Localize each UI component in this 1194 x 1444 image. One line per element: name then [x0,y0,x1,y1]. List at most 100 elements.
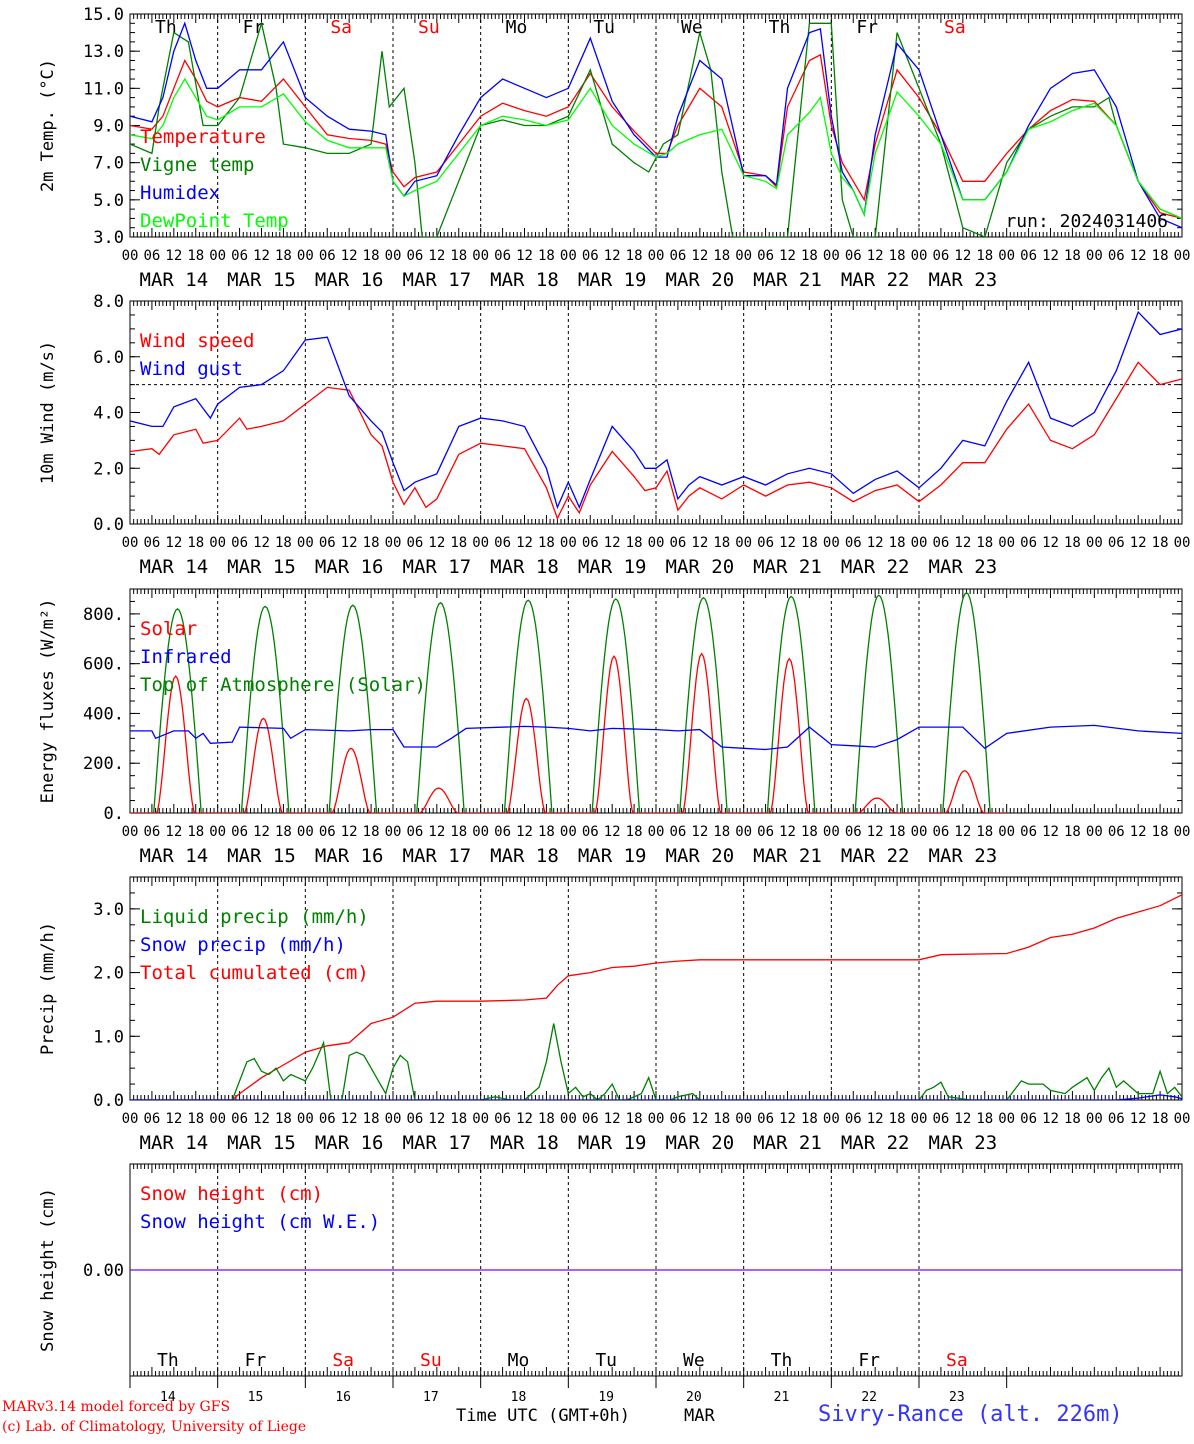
x-hour-label: 00 [122,824,139,840]
x-hour-label: 06 [231,1111,248,1127]
solar-day [568,654,656,813]
x-hour-label: 00 [297,248,314,264]
x-hour-label: 00 [735,248,752,264]
legend-entry: Temperature [140,126,266,148]
x-hour-label: 18 [713,824,730,840]
day-number-label: 15 [248,1390,264,1405]
x-hour-label: 06 [406,824,423,840]
x-hour-label: 00 [648,1111,665,1127]
x-hour-label: 12 [604,1111,621,1127]
day-number-label: 20 [686,1390,702,1405]
x-hour-label: 12 [604,248,621,264]
x-hour-label: 06 [669,248,686,264]
weekday-label: Sa [330,17,352,38]
day-number-label: 17 [423,1390,439,1405]
y-tick-label: 9.0 [93,117,124,137]
x-hour-label: 18 [450,1111,467,1127]
y-tick-label: 800. [83,605,124,625]
x-hour-label: 06 [669,535,686,551]
credit-line-1: MARv3.14 model forced by GFS [2,1399,231,1415]
y-axis-label: Snow height (cm) [38,1188,58,1352]
series-humidex [130,21,1182,229]
x-hour-label: 06 [932,248,949,264]
x-hour-label: 12 [691,535,708,551]
x-date-label: MAR 23 [929,845,998,867]
x-hour-label: 00 [560,1111,577,1127]
x-hour-label: 00 [648,535,665,551]
x-hour-label: 18 [187,824,204,840]
x-hour-label: 18 [275,1111,292,1127]
x-hour-label: 00 [209,535,226,551]
x-hour-label: 00 [998,248,1015,264]
x-hour-label: 18 [275,824,292,840]
series-infrared [130,724,1182,751]
x-hour-label: 06 [932,535,949,551]
x-hour-label: 06 [231,824,248,840]
x-date-label: MAR 22 [841,845,910,867]
x-hour-label: 18 [889,535,906,551]
solar-day [743,657,832,813]
x-hour-label: 00 [385,535,402,551]
x-date-label: MAR 15 [227,556,296,578]
x-hour-label: 06 [406,248,423,264]
solar-day [130,675,218,813]
x-hour-label: 12 [867,1111,884,1127]
x-date-label: MAR 17 [403,269,472,291]
x-date-label: MAR 22 [841,556,910,578]
x-hour-label: 12 [428,248,445,264]
x-hour-label: 18 [713,535,730,551]
x-date-label: MAR 16 [315,556,384,578]
x-hour-label: 18 [450,535,467,551]
series-group [130,591,1182,813]
x-hour-label: 12 [691,1111,708,1127]
x-hour-label: 12 [1130,248,1147,264]
credit-line-2: (c) Lab. of Climatology, University of L… [2,1419,307,1435]
toa-solar-day [919,591,1007,813]
x-hour-label: 00 [648,248,665,264]
x-hour-label: 06 [231,248,248,264]
plot-frame [129,13,1183,238]
x-hour-label: 12 [341,824,358,840]
x-hour-label: 18 [1064,248,1081,264]
x-hour-label: 06 [143,248,160,264]
x-hour-label: 18 [275,535,292,551]
x-hour-label: 12 [428,1111,445,1127]
x-date-label: MAR 15 [227,845,296,867]
x-hour-label: 18 [626,1111,643,1127]
y-tick-label: 5.0 [93,191,124,211]
plot-frame [129,588,1183,814]
weekday-label: Th [155,17,177,38]
weekday-label: We [681,17,703,38]
legend-entry: Solar [140,618,197,640]
x-hour-label: 12 [341,1111,358,1127]
x-hour-label: 00 [1086,248,1103,264]
x-hour-label: 12 [691,248,708,264]
x-hour-label: 12 [253,824,270,840]
x-hour-label: 18 [713,1111,730,1127]
x-hour-label: 00 [560,248,577,264]
x-date-label: MAR 20 [666,269,735,291]
series-group [130,310,1182,521]
x-hour-label: 12 [165,535,182,551]
x-hour-label: 00 [823,535,840,551]
x-hour-label: 00 [122,535,139,551]
series-vigne-temp [130,20,1182,237]
y-tick-label: 1.0 [93,1027,124,1047]
x-hour-label: 18 [801,248,818,264]
x-hour-label: 12 [428,824,445,840]
day-number-label: 21 [774,1390,790,1405]
legend-entry: DewPoint Temp [140,210,289,232]
x-date-label: MAR 16 [315,269,384,291]
x-date-label: MAR 19 [578,1132,647,1154]
x-hour-label: 00 [648,824,665,840]
x-hour-label: 12 [604,535,621,551]
x-date-label: MAR 23 [929,269,998,291]
x-hour-label: 06 [494,1111,511,1127]
x-axis-month: MAR [684,1406,715,1426]
x-hour-label: 00 [1174,1111,1191,1127]
y-tick-label: 2.0 [93,964,124,984]
x-hour-label: 18 [187,1111,204,1127]
x-date-label: MAR 21 [753,556,822,578]
x-date-label: MAR 14 [140,845,209,867]
x-hour-label: 00 [122,248,139,264]
